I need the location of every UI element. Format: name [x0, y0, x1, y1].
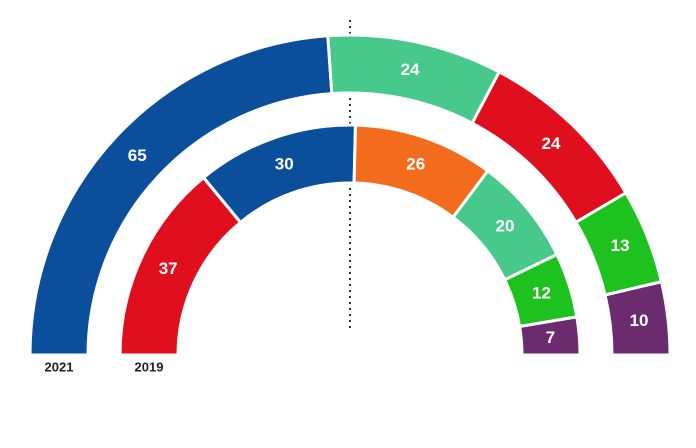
- segment-label: 26: [406, 155, 425, 174]
- segment-label: 12: [532, 283, 551, 302]
- segment: [603, 279, 672, 357]
- segment: [326, 33, 502, 126]
- ring-label: 2021: [45, 359, 74, 374]
- segment-label: 7: [546, 328, 555, 347]
- segment-label: 10: [630, 311, 649, 330]
- segment-label: 37: [159, 259, 178, 278]
- segment-label: 24: [401, 60, 420, 79]
- segment: [517, 315, 582, 357]
- segment-label: 20: [496, 217, 515, 236]
- segment-label: 13: [611, 236, 630, 255]
- segment-label: 30: [275, 155, 294, 174]
- segment: [118, 175, 243, 357]
- segment-label: 65: [128, 146, 147, 165]
- ring-label: 2019: [135, 359, 164, 374]
- segment-label: 24: [541, 134, 560, 153]
